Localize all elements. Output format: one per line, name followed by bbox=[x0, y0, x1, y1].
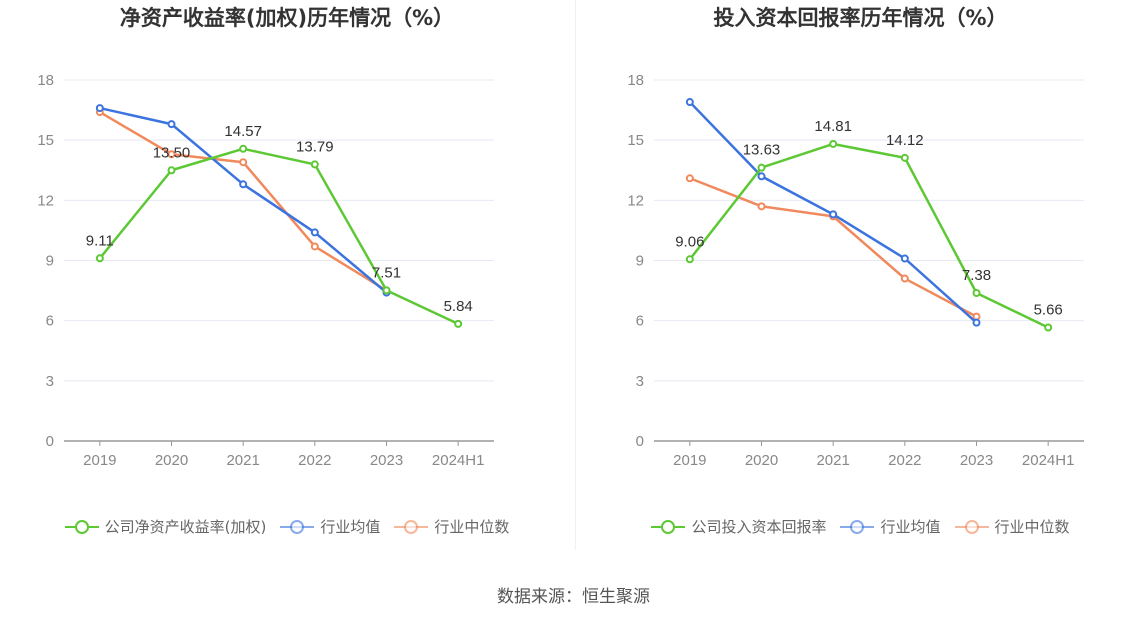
roe-chart-panel: 净资产收益率(加权)历年情况（%） 0 3 6 9 12 15 18 2019 2020 2021… bbox=[0, 0, 574, 560]
roic-line-chart: 0 3 6 9 12 15 18 2019 2020 2021 2022 2023 2024H1 9.06… bbox=[627, 72, 1084, 469]
data-point-company bbox=[167, 166, 176, 175]
chart-title: 投入资本回报率历年情况（%） bbox=[713, 6, 1008, 30]
legend-company-symbol bbox=[651, 517, 686, 537]
data-source-note: 数据来源：恒生聚源 bbox=[497, 587, 650, 607]
x-tick-label: 2021 bbox=[816, 452, 849, 469]
y-tick-label: 9 bbox=[636, 253, 644, 270]
x-tick-label: 2022 bbox=[888, 452, 921, 469]
y-tick-label: 0 bbox=[636, 433, 644, 450]
data-label: 14.81 bbox=[814, 118, 852, 135]
data-label: 14.12 bbox=[886, 132, 924, 149]
legend-label: 行业中位数 bbox=[434, 518, 510, 536]
data-label: 13.79 bbox=[296, 138, 334, 155]
data-point-company bbox=[1044, 323, 1053, 332]
data-point-company bbox=[454, 319, 463, 328]
data-label: 13.50 bbox=[153, 144, 191, 161]
data-point-company bbox=[310, 160, 319, 169]
data-point-company bbox=[972, 288, 981, 297]
data-point-median bbox=[757, 202, 766, 211]
x-tick-label: 2019 bbox=[673, 452, 706, 469]
legend-item-industry-average[interactable]: 行业均值 bbox=[840, 516, 941, 537]
data-label: 14.57 bbox=[224, 123, 262, 140]
data-label: 9.06 bbox=[675, 233, 704, 250]
data-label: 9.11 bbox=[86, 232, 114, 249]
data-label: 5.84 bbox=[444, 298, 473, 315]
data-point-company bbox=[95, 254, 104, 263]
data-point-avg bbox=[972, 318, 981, 327]
data-label: 5.66 bbox=[1034, 301, 1063, 318]
y-tick-label: 15 bbox=[37, 132, 54, 149]
y-tick-label: 12 bbox=[37, 192, 54, 209]
data-point-avg bbox=[167, 120, 176, 129]
legend-item-company[interactable]: 公司净资产收益率(加权) bbox=[64, 516, 267, 537]
data-point-avg bbox=[239, 180, 248, 189]
x-tick-label: 2023 bbox=[370, 452, 403, 469]
x-tick-label: 2023 bbox=[960, 452, 993, 469]
data-point-avg bbox=[685, 98, 694, 107]
y-tick-label: 18 bbox=[37, 72, 54, 89]
data-point-company bbox=[829, 139, 838, 148]
data-point-median bbox=[310, 242, 319, 251]
y-tick-label: 3 bbox=[636, 373, 644, 390]
x-tick-label: 2019 bbox=[83, 452, 116, 469]
data-point-avg bbox=[95, 104, 104, 113]
chart-title: 净资产收益率(加权)历年情况（%） bbox=[119, 6, 455, 30]
y-tick-label: 15 bbox=[627, 132, 644, 149]
legend-average-symbol bbox=[280, 517, 315, 537]
data-point-company bbox=[900, 153, 909, 162]
data-point-avg bbox=[900, 254, 909, 263]
legend-item-industry-average[interactable]: 行业均值 bbox=[280, 516, 380, 537]
legend-label: 公司净资产收益率(加权) bbox=[104, 518, 267, 536]
series-line-company bbox=[98, 147, 459, 326]
legend-median-symbol bbox=[954, 517, 989, 537]
y-tick-label: 18 bbox=[627, 72, 644, 89]
x-tick-label: 2020 bbox=[155, 452, 188, 469]
data-point-median bbox=[685, 174, 694, 183]
panel-divider bbox=[575, 0, 576, 550]
y-tick-label: 6 bbox=[636, 313, 644, 330]
roic-chart-panel: 投入资本回报率历年情况（%） 0 3 6 9 12 15 18 2019 2020 2021 202… bbox=[574, 0, 1147, 560]
legend-label: 行业均值 bbox=[880, 518, 941, 536]
chart-legend: 公司投入资本回报率 行业均值 行业中位数 bbox=[574, 516, 1147, 537]
data-label: 13.63 bbox=[743, 142, 781, 159]
legend-item-company[interactable]: 公司投入资本回报率 bbox=[651, 516, 826, 537]
data-point-avg bbox=[310, 228, 319, 237]
legend-item-industry-median[interactable]: 行业中位数 bbox=[394, 516, 509, 537]
x-tick-label: 2022 bbox=[298, 452, 331, 469]
x-tick-label: 2024H1 bbox=[432, 452, 485, 469]
data-point-median bbox=[900, 274, 909, 283]
legend-average-symbol bbox=[840, 517, 875, 537]
y-tick-label: 3 bbox=[46, 373, 54, 390]
legend-company-symbol bbox=[64, 517, 99, 537]
legend-label: 行业中位数 bbox=[994, 518, 1070, 536]
x-tick-label: 2024H1 bbox=[1022, 452, 1075, 469]
data-point-avg bbox=[757, 172, 766, 181]
y-tick-label: 12 bbox=[627, 192, 644, 209]
chart-legend: 公司净资产收益率(加权) 行业均值 行业中位数 bbox=[0, 516, 574, 537]
x-tick-label: 2020 bbox=[745, 452, 778, 469]
data-point-median bbox=[239, 158, 248, 167]
y-tick-label: 6 bbox=[46, 313, 54, 330]
data-point-company bbox=[382, 286, 391, 295]
data-label: 7.38 bbox=[962, 267, 991, 284]
series-line-company bbox=[688, 142, 1049, 329]
data-point-median bbox=[167, 150, 176, 159]
y-tick-label: 9 bbox=[46, 253, 54, 270]
legend-label: 行业均值 bbox=[320, 518, 381, 536]
y-tick-label: 0 bbox=[46, 433, 54, 450]
legend-median-symbol bbox=[394, 517, 429, 537]
data-point-company bbox=[757, 163, 766, 172]
x-tick-label: 2021 bbox=[226, 452, 259, 469]
data-point-company bbox=[239, 144, 248, 153]
legend-item-industry-median[interactable]: 行业中位数 bbox=[954, 516, 1070, 537]
legend-label: 公司投入资本回报率 bbox=[691, 518, 827, 536]
data-point-avg bbox=[829, 210, 838, 219]
roe-line-chart: 0 3 6 9 12 15 18 2019 2020 2021 2022 2023 2024H1 9.11… bbox=[37, 72, 494, 469]
series-line-median bbox=[689, 177, 978, 318]
data-point-company bbox=[685, 255, 694, 264]
data-label: 7.51 bbox=[372, 264, 401, 281]
